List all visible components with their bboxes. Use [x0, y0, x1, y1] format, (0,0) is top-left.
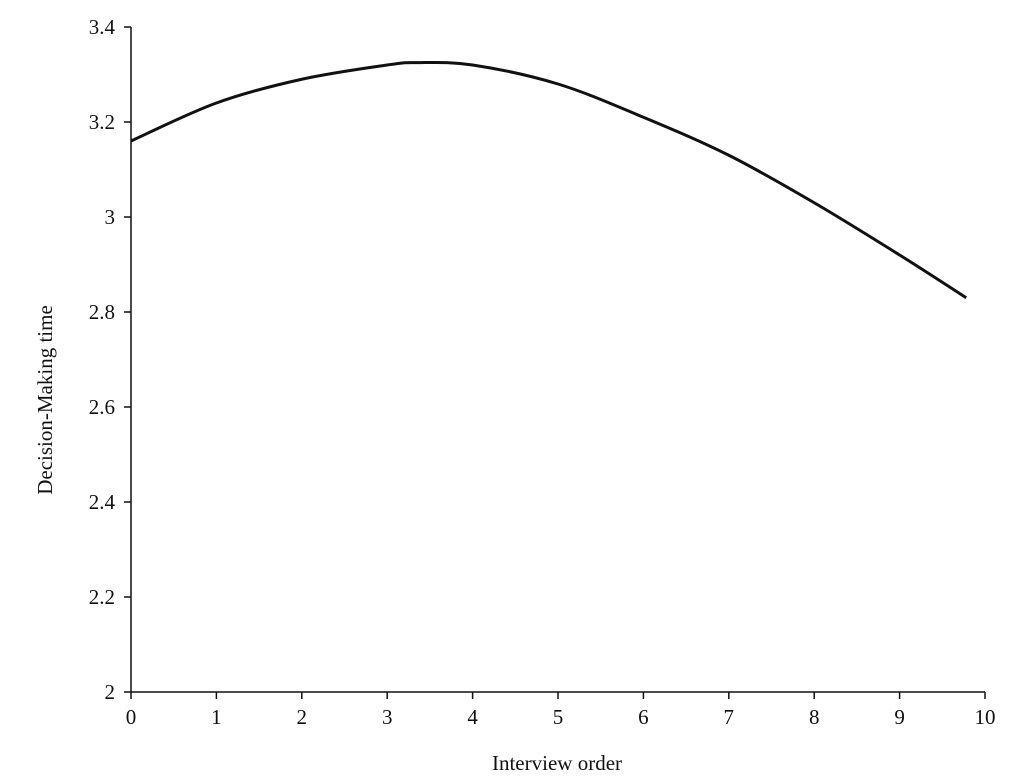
x-tick-label: 3	[382, 705, 393, 729]
x-tick-label: 6	[638, 705, 649, 729]
y-tick-label: 3.2	[89, 110, 115, 134]
y-tick-label: 2.8	[89, 300, 115, 324]
x-tick-label: 7	[724, 705, 735, 729]
x-tick-label: 5	[553, 705, 564, 729]
y-tick-label: 2	[105, 680, 116, 704]
x-tick-label: 10	[975, 705, 996, 729]
x-tick-label: 2	[297, 705, 308, 729]
x-tick-label: 0	[126, 705, 137, 729]
y-tick-label: 3	[105, 205, 116, 229]
y-tick-label: 2.2	[89, 585, 115, 609]
x-tick-label: 9	[894, 705, 905, 729]
x-tick-label: 8	[809, 705, 820, 729]
y-tick-label: 2.4	[89, 490, 116, 514]
x-axis-label: Interview order	[492, 751, 622, 775]
y-axis-label: Decision-Making time	[33, 305, 57, 495]
data-line	[130, 60, 968, 300]
x-tick-label: 4	[467, 705, 478, 729]
y-tick-label: 2.6	[89, 395, 115, 419]
x-tick-label: 1	[211, 705, 222, 729]
y-tick-label: 3.4	[89, 15, 116, 39]
